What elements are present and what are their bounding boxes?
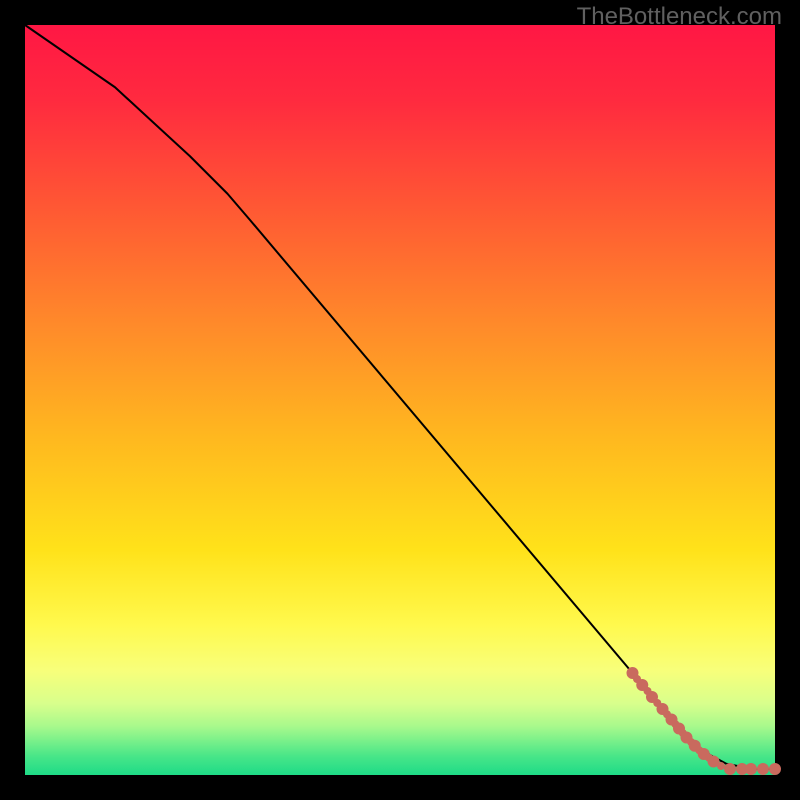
data-marker <box>770 764 781 775</box>
data-marker <box>698 749 709 760</box>
data-marker <box>708 756 719 767</box>
gradient-plot-area <box>25 25 775 775</box>
chart-root: TheBottleneck.com <box>0 0 800 800</box>
data-marker <box>666 714 677 725</box>
chart-svg <box>0 0 800 800</box>
data-marker <box>681 732 692 743</box>
data-marker <box>746 764 757 775</box>
data-marker <box>627 668 638 679</box>
watermark-text: TheBottleneck.com <box>577 3 782 31</box>
data-marker <box>758 764 769 775</box>
data-marker <box>689 740 700 751</box>
data-marker <box>674 723 685 734</box>
data-marker <box>647 692 658 703</box>
data-marker <box>657 704 668 715</box>
data-marker <box>725 764 736 775</box>
data-marker <box>637 680 648 691</box>
